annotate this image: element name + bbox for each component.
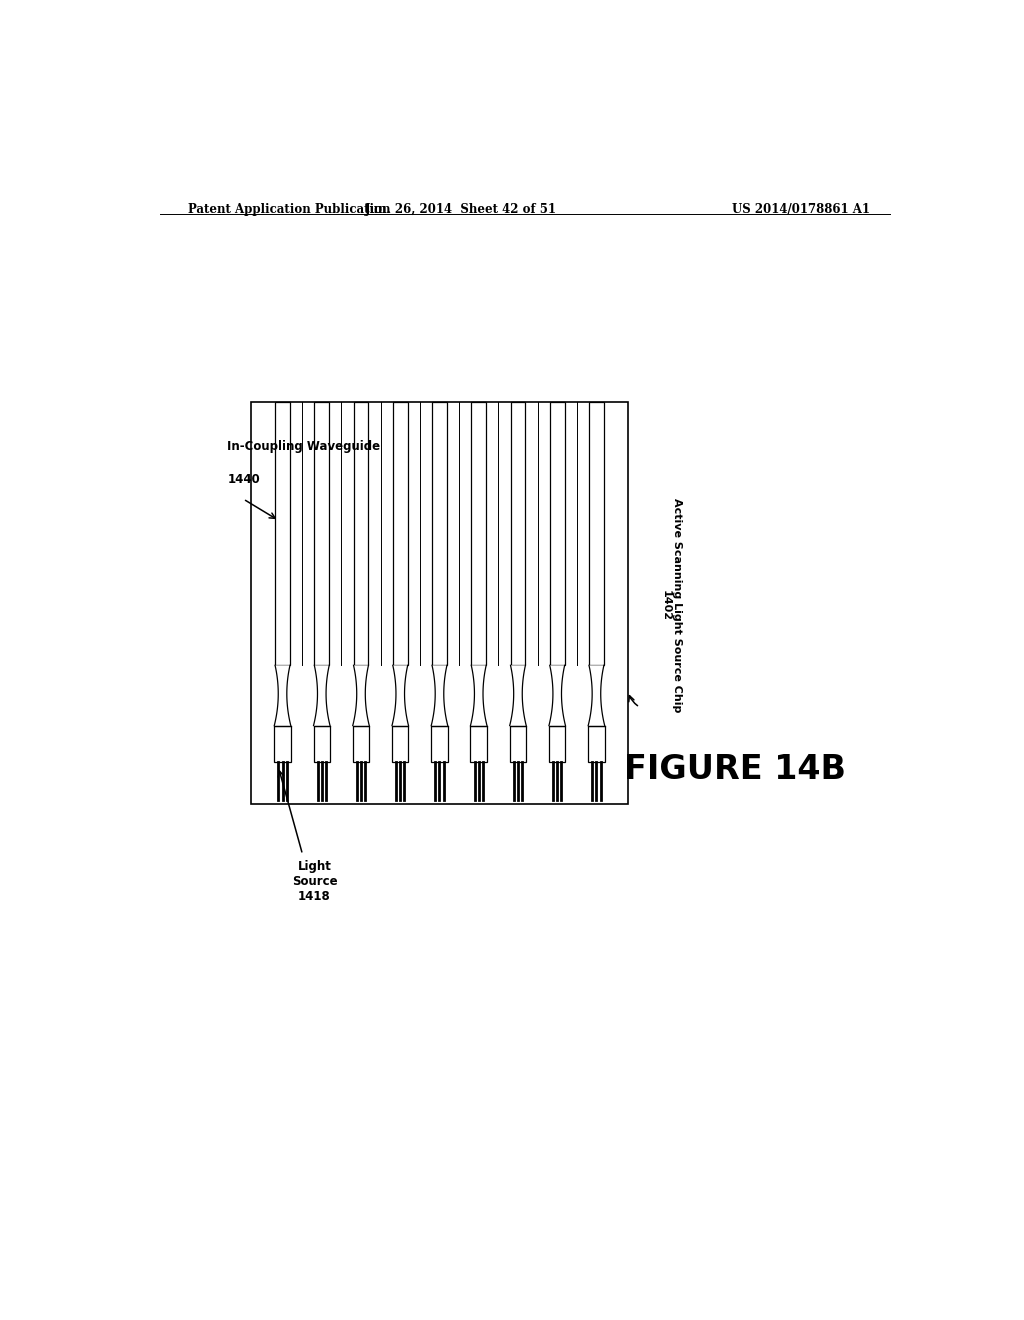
Bar [251, 403, 628, 804]
Text: Light
Source
1418: Light Source 1418 [292, 859, 337, 903]
Text: FIGURE 14B: FIGURE 14B [624, 752, 846, 785]
Bar [511, 403, 525, 665]
Bar [353, 403, 369, 665]
Bar [549, 726, 565, 762]
Text: Patent Application Publication: Patent Application Publication [187, 203, 390, 216]
Polygon shape [353, 665, 370, 726]
Polygon shape [588, 665, 605, 726]
Bar [353, 726, 370, 762]
Polygon shape [274, 665, 291, 726]
Polygon shape [313, 665, 330, 726]
Text: US 2014/0178861 A1: US 2014/0178861 A1 [732, 203, 870, 216]
Bar [471, 403, 486, 665]
Polygon shape [549, 665, 565, 726]
Bar [432, 403, 446, 665]
Text: In-Coupling Waveguide: In-Coupling Waveguide [227, 440, 380, 453]
Polygon shape [392, 665, 409, 726]
Bar [470, 726, 487, 762]
Bar [392, 726, 409, 762]
Bar [314, 403, 330, 665]
Polygon shape [470, 665, 487, 726]
Polygon shape [431, 665, 447, 726]
Bar [274, 726, 291, 762]
Bar [313, 726, 330, 762]
Bar [588, 726, 605, 762]
Bar [550, 403, 564, 665]
Polygon shape [510, 665, 526, 726]
Bar [431, 726, 447, 762]
Bar [393, 403, 408, 665]
Text: 1440: 1440 [227, 474, 260, 487]
Bar [589, 403, 604, 665]
Bar [275, 403, 290, 665]
Text: Active Scanning Light Source Chip
1402: Active Scanning Light Source Chip 1402 [660, 499, 682, 713]
Text: Jun. 26, 2014  Sheet 42 of 51: Jun. 26, 2014 Sheet 42 of 51 [366, 203, 557, 216]
Bar [510, 726, 526, 762]
